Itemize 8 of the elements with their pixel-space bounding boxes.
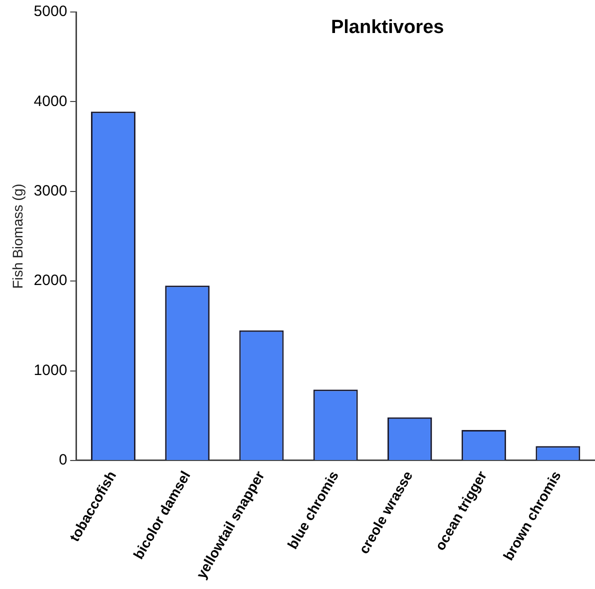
y-tick-label: 1000 — [34, 362, 68, 379]
y-tick-label: 4000 — [34, 92, 68, 110]
y-tick-label: 2000 — [34, 272, 68, 290]
y-tick-label: 5000 — [34, 3, 68, 20]
y-axis-title: Fish Biomass (g) — [9, 184, 26, 289]
y-tick-label: 3000 — [34, 182, 68, 200]
chart-title: Planktivores — [330, 17, 444, 38]
y-tick-label: 0 — [58, 452, 68, 469]
